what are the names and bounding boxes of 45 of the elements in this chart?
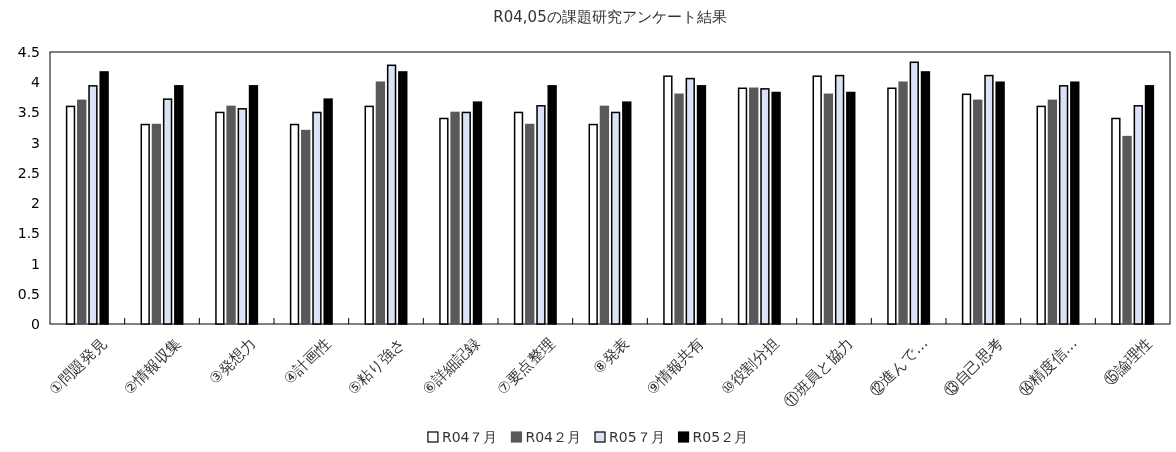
bar xyxy=(151,123,162,325)
bar xyxy=(674,93,684,325)
bar xyxy=(973,99,983,325)
bar xyxy=(599,105,610,325)
y-tick-label: 3 xyxy=(31,134,40,151)
bar xyxy=(375,81,386,325)
y-tick-label: 2.5 xyxy=(17,164,40,181)
bar xyxy=(898,81,908,325)
x-tick-label: ⑥詳細記録 xyxy=(418,334,484,399)
bar xyxy=(823,93,834,325)
x-tick-label: ⑨情報共有 xyxy=(642,334,708,399)
y-tick-label: 4.5 xyxy=(17,44,40,60)
y-tick-label: 0 xyxy=(31,316,40,332)
y-tick-label: 3.5 xyxy=(17,104,40,121)
legend-label: R05７月 xyxy=(609,429,665,445)
bar xyxy=(450,111,460,325)
x-tick-label: ④計画性 xyxy=(280,334,335,389)
legend-label: R04７月 xyxy=(441,429,498,445)
chart-title: R04,05の課題研究アンケート結果 xyxy=(493,8,727,26)
x-tick-label: ⑮論理性 xyxy=(1100,334,1156,390)
y-tick-label: 2 xyxy=(31,195,40,212)
y-tick-label: 0.5 xyxy=(17,285,40,302)
x-tick-label: ⑦要点整理 xyxy=(493,334,559,399)
x-tick-label: ⑫進んで… xyxy=(865,334,932,400)
legend-label: R04２月 xyxy=(525,429,581,445)
bar xyxy=(77,99,87,325)
bar xyxy=(1122,135,1132,325)
x-tick-label: ⑧発表 xyxy=(589,334,633,378)
x-tick-label: ⑭精度信… xyxy=(1014,334,1081,400)
x-tick-label: ⑬自己思考 xyxy=(940,334,1007,400)
x-tick-label: ⑩役割分担 xyxy=(717,334,783,399)
legend-label: R05２月 xyxy=(692,429,749,445)
bar xyxy=(226,105,236,325)
y-tick-label: 1.5 xyxy=(17,225,40,242)
x-tick-label: ①問題発見 xyxy=(45,334,111,399)
y-tick-label: 4 xyxy=(31,74,41,91)
bar xyxy=(301,129,311,325)
bar xyxy=(525,123,535,325)
x-tick-label: ③発想力 xyxy=(205,334,260,389)
x-tick-label: ⑪班員と協力 xyxy=(780,334,857,411)
x-tick-label: ②情報収集 xyxy=(120,334,185,399)
bar xyxy=(749,87,759,325)
y-tick-label: 1 xyxy=(31,255,40,272)
bar xyxy=(1047,99,1058,325)
x-tick-label: ⑤粘り強さ xyxy=(344,334,409,399)
